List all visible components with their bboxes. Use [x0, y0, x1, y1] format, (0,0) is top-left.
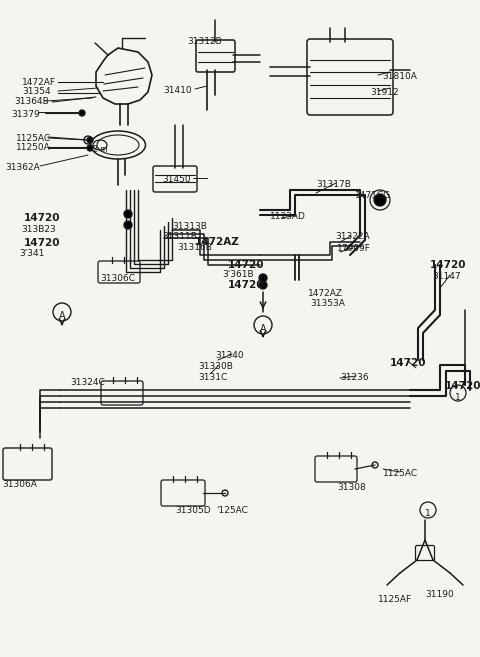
Text: 31308: 31308 [337, 483, 366, 492]
Text: 2 m: 2 m [93, 145, 107, 154]
Text: 31354: 31354 [22, 87, 50, 96]
Text: 31450: 31450 [162, 175, 191, 184]
Circle shape [87, 145, 93, 151]
Text: 1472AZ: 1472AZ [308, 289, 343, 298]
Circle shape [259, 274, 267, 282]
Text: 31236: 31236 [340, 373, 369, 382]
Text: 3'341: 3'341 [19, 249, 44, 258]
Text: 14720: 14720 [430, 260, 467, 270]
Text: 31379: 31379 [11, 110, 40, 119]
Text: 31306C: 31306C [100, 274, 135, 283]
Text: 31364B: 31364B [14, 97, 49, 106]
Text: 17909F: 17909F [337, 244, 371, 253]
Text: 1471CG: 1471CG [355, 191, 391, 200]
Text: 31313B: 31313B [172, 222, 207, 231]
Text: 1125AC: 1125AC [383, 469, 418, 478]
Text: 3131C: 3131C [198, 373, 227, 382]
Text: 31322A: 31322A [335, 232, 370, 241]
Text: 1: 1 [455, 392, 461, 401]
Circle shape [124, 221, 132, 229]
Text: 31810A: 31810A [382, 72, 417, 81]
Text: 31311B: 31311B [162, 232, 197, 241]
Text: 313B23: 313B23 [21, 225, 56, 234]
Text: 31316B: 31316B [177, 243, 212, 252]
Text: 31147: 31147 [432, 272, 461, 281]
Text: 31312B: 31312B [187, 37, 222, 46]
Text: 14720: 14720 [445, 381, 480, 391]
Circle shape [259, 281, 267, 289]
Text: 31410: 31410 [163, 86, 192, 95]
Text: 14720: 14720 [228, 260, 264, 270]
Text: 3'361B: 3'361B [222, 270, 253, 279]
Text: 31340: 31340 [215, 351, 244, 360]
Text: 1123AD: 1123AD [270, 212, 306, 221]
Text: 1: 1 [425, 509, 431, 518]
Text: 31190: 31190 [425, 590, 454, 599]
Text: 31353A: 31353A [310, 299, 345, 308]
Circle shape [87, 137, 93, 143]
Text: 1472AZ: 1472AZ [195, 237, 240, 247]
Text: 1125AF: 1125AF [378, 595, 412, 604]
Text: 14720: 14720 [24, 238, 60, 248]
Text: 31324C: 31324C [70, 378, 105, 387]
Circle shape [374, 194, 386, 206]
Circle shape [124, 210, 132, 218]
Text: 11250A: 11250A [16, 143, 51, 152]
Text: 1472AF: 1472AF [22, 78, 56, 87]
Text: 31362A: 31362A [5, 163, 40, 172]
Text: 31912: 31912 [370, 88, 398, 97]
Text: 14720: 14720 [390, 358, 427, 368]
Text: 14720: 14720 [24, 213, 60, 223]
Text: 14720: 14720 [228, 280, 264, 290]
Text: A: A [260, 324, 266, 334]
Text: 31306A: 31306A [2, 480, 37, 489]
Circle shape [79, 110, 85, 116]
Text: A: A [59, 311, 65, 321]
Text: '125AC: '125AC [216, 506, 248, 515]
Text: 31317B: 31317B [316, 180, 351, 189]
Text: 31330B: 31330B [198, 362, 233, 371]
Text: 31305D: 31305D [175, 506, 211, 515]
Text: 1125AC: 1125AC [16, 134, 51, 143]
